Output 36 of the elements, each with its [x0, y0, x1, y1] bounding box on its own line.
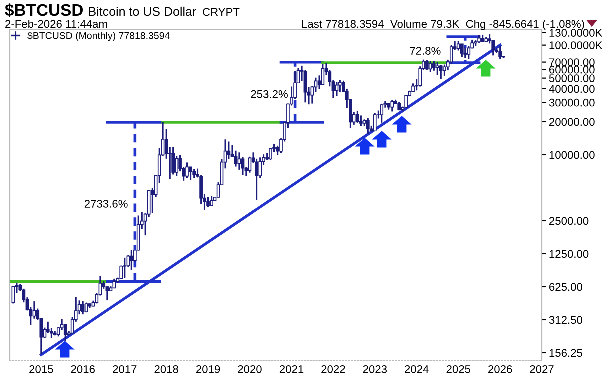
x-tick-label: 2019 [196, 365, 220, 374]
x-tick-label: 2018 [154, 365, 178, 374]
x-tick-label: 2024 [405, 365, 429, 374]
text: CRYPT [203, 8, 240, 16]
y-tick-label: 625.00 [550, 283, 582, 292]
x-tick-label: 2015 [30, 365, 54, 374]
y-tick-label: 100.0000K [550, 42, 603, 50]
y-tick-label: 40000.00 [549, 85, 595, 94]
y-tick-label: 10000.00 [550, 151, 595, 160]
y-tick-label: 60000.00 [550, 66, 595, 74]
y-tick-label: 1250.00 [550, 250, 589, 258]
y-tick-label: 312.50 [549, 316, 582, 324]
x-tick-label: 2016 [71, 365, 95, 374]
y-tick-label: 50000.00 [549, 74, 595, 82]
y-tick-label: 2500.00 [550, 217, 589, 226]
x-tick-label: 2020 [238, 365, 262, 374]
x-tick-label: 2025 [446, 365, 471, 374]
annotation: 253.2% [251, 90, 288, 98]
annotation: Last 77818.3594 Volume 79.3K Chg -845.6641 (-1.08%) [302, 20, 584, 30]
annotation: 2733.6% [84, 200, 128, 208]
legend-label: $BTCUSD (Monthly) 77818.3594 [28, 32, 170, 42]
y-tick-label: 30000.00 [549, 98, 595, 107]
y-tick-label: 70000.00 [550, 58, 595, 66]
chart-subtitle: Bitcoin to US Dollar [89, 6, 196, 16]
x-tick-label: 2017 [113, 365, 137, 374]
x-tick-label: 2023 [363, 365, 388, 374]
y-tick-label: 130.0000K [550, 29, 603, 37]
chart-title: $BTCUSD [5, 4, 84, 18]
annotation: 72.8% [410, 47, 441, 55]
x-tick-label: 2022 [322, 365, 346, 374]
x-tick-label: 2027 [530, 365, 554, 374]
y-tick-label: 20000.00 [550, 118, 595, 126]
y-tick-label: 156.25 [550, 349, 582, 358]
x-tick-label: 2026 [488, 365, 512, 374]
text: 2-Feb-2026 11:44am [6, 20, 108, 28]
x-tick-label: 2021 [280, 365, 304, 374]
